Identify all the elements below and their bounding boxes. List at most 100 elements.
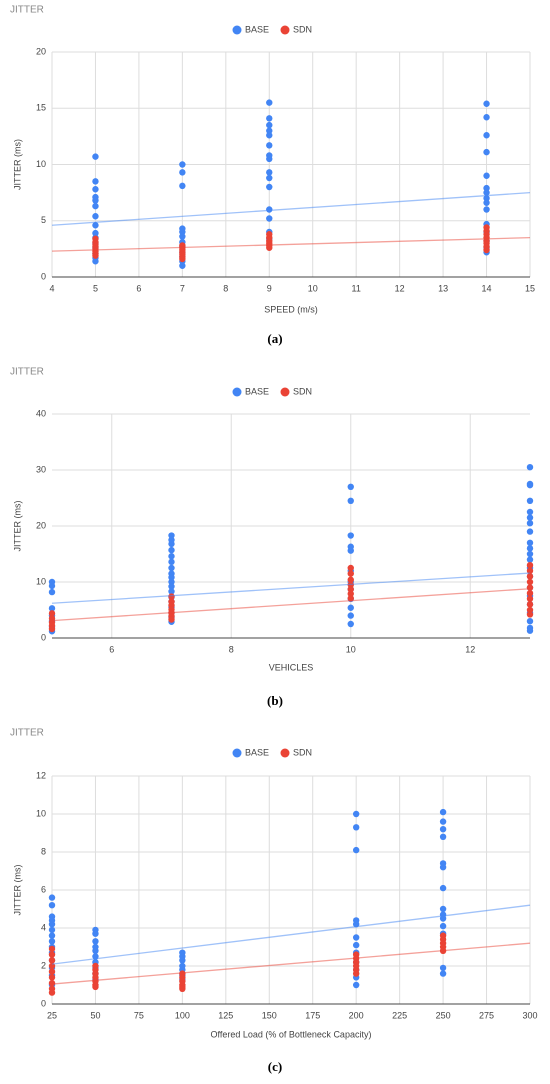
data-point — [526, 578, 534, 586]
data-point — [168, 553, 175, 560]
data-point — [266, 206, 273, 213]
data-point — [439, 922, 447, 930]
data-point — [168, 564, 175, 572]
trendline — [51, 572, 531, 604]
data-point — [266, 183, 273, 191]
legend-marker — [232, 748, 242, 758]
data-point — [483, 132, 490, 139]
data-point — [347, 595, 354, 602]
x-tick-label: 5 — [93, 283, 98, 293]
data-point — [179, 161, 186, 168]
data-point — [352, 970, 360, 977]
data-point — [48, 979, 56, 987]
data-point — [526, 562, 534, 569]
x-tick-label: 250 — [436, 1010, 451, 1020]
data-point — [168, 546, 175, 554]
data-point — [92, 213, 99, 220]
data-point — [526, 627, 534, 634]
legend-label: SDN — [293, 386, 312, 396]
data-point — [179, 233, 186, 240]
data-point — [92, 202, 99, 210]
data-point — [526, 567, 534, 574]
y-tick-label: 20 — [36, 520, 46, 530]
x-tick-label: 8 — [223, 283, 228, 293]
data-point — [352, 941, 360, 949]
data-point — [48, 974, 56, 981]
data-point — [526, 606, 534, 614]
data-point — [168, 574, 175, 581]
legend-marker — [280, 387, 290, 397]
x-tick-label: 275 — [479, 1010, 494, 1020]
x-tick-label: 300 — [522, 1010, 537, 1020]
data-point — [179, 169, 186, 176]
data-point — [266, 132, 273, 139]
y-tick-label: 10 — [36, 159, 46, 169]
data-point — [48, 945, 56, 953]
data-point — [168, 593, 175, 600]
data-point — [92, 947, 99, 954]
data-point — [92, 222, 99, 229]
x-tick-label: 100 — [175, 1010, 190, 1020]
data-point — [92, 186, 99, 193]
x-tick-label: 15 — [525, 283, 535, 293]
y-axis-label: JITTER (ms) — [12, 865, 22, 916]
data-point — [347, 620, 354, 628]
trendline — [51, 236, 531, 252]
data-point — [439, 864, 447, 871]
legend-label: BASE — [245, 24, 269, 34]
y-tick-label: 10 — [36, 808, 46, 818]
x-tick-label: 150 — [262, 1010, 277, 1020]
data-point — [347, 483, 354, 490]
data-point — [526, 595, 534, 602]
y-axis-label: JITTER (ms) — [12, 139, 22, 190]
chart-title: JITTER — [10, 728, 44, 739]
y-tick-label: 15 — [36, 103, 46, 113]
trendline — [51, 191, 531, 226]
data-point — [526, 550, 534, 558]
data-point — [526, 618, 534, 625]
y-axis-label: JITTER (ms) — [12, 501, 22, 552]
data-point — [439, 833, 447, 840]
y-tick-label: 0 — [41, 998, 46, 1008]
data-point — [266, 115, 273, 122]
data-point — [526, 573, 534, 580]
data-point — [347, 604, 354, 611]
data-point — [526, 497, 534, 504]
data-point — [483, 100, 490, 107]
data-point — [168, 616, 175, 623]
data-point — [48, 894, 56, 901]
x-tick-label: 175 — [305, 1010, 320, 1020]
data-point — [347, 576, 354, 583]
data-point — [92, 983, 99, 991]
trendline — [51, 588, 531, 622]
x-tick-label: 125 — [218, 1010, 233, 1020]
data-point — [483, 195, 490, 202]
data-point — [168, 583, 175, 590]
data-point — [439, 808, 447, 816]
caption: (c) — [268, 1059, 282, 1074]
data-point — [439, 884, 447, 892]
data-point — [526, 601, 534, 608]
data-point — [179, 182, 186, 190]
data-point — [179, 228, 186, 236]
data-point — [266, 155, 273, 163]
chart-title: JITTER — [10, 5, 44, 16]
data-point — [483, 246, 490, 254]
data-point — [266, 174, 273, 182]
chart-title: JITTER — [10, 367, 44, 378]
data-point — [347, 612, 354, 619]
data-point — [92, 938, 99, 945]
data-point — [347, 497, 354, 504]
data-point — [168, 532, 175, 539]
x-tick-label: 4 — [49, 283, 54, 293]
data-point — [483, 206, 490, 213]
y-tick-label: 0 — [41, 271, 46, 281]
data-point — [439, 970, 447, 977]
data-point — [168, 540, 175, 548]
trendline — [51, 904, 531, 965]
data-point — [352, 810, 360, 818]
trendline — [51, 942, 531, 985]
x-tick-label: 8 — [229, 644, 234, 654]
data-point — [92, 252, 99, 259]
x-tick-label: 6 — [136, 283, 141, 293]
